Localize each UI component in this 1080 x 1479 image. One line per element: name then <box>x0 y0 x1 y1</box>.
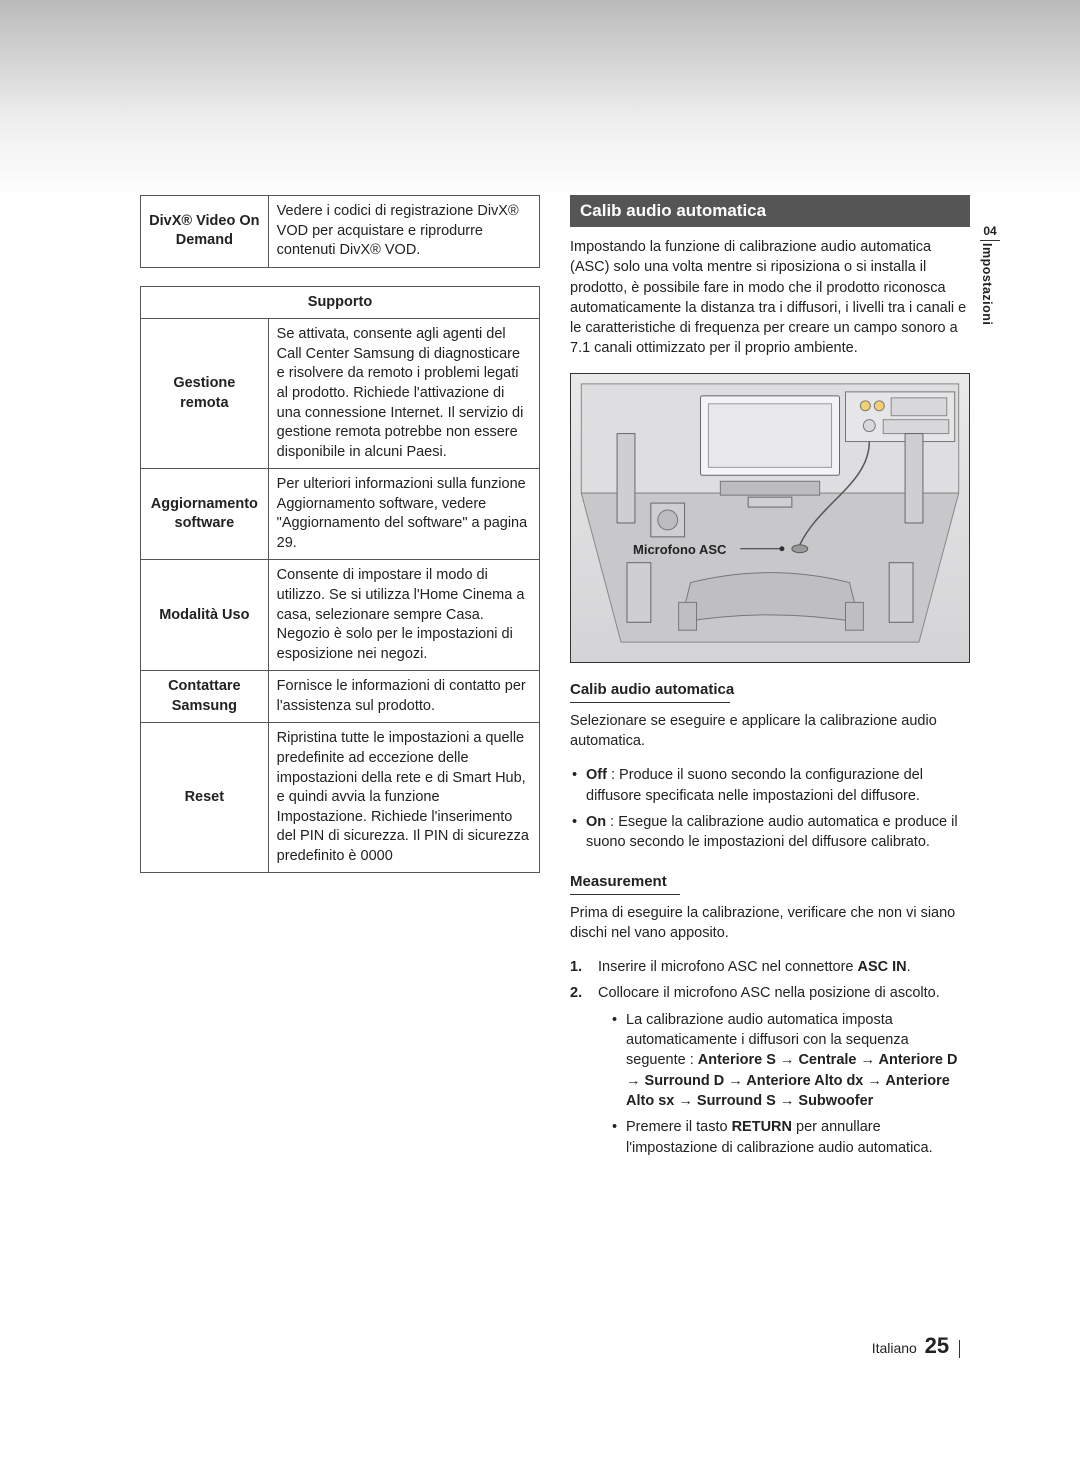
bullet-off: Off : Produce il suono secondo la config… <box>586 765 970 806</box>
supporto-header: Supporto <box>141 286 540 319</box>
sub-bullet-return: Premere il tasto RETURN per annullare l'… <box>626 1117 970 1158</box>
off-label: Off <box>586 767 607 783</box>
page-footer: Italiano 25 <box>872 1333 960 1359</box>
supporto-key-3: Contattare Samsung <box>141 671 269 723</box>
diagram-svg <box>571 374 969 662</box>
table-supporto: Supporto Gestione remota Se attivata, co… <box>140 286 540 874</box>
side-tab-label: Impostazioni <box>980 243 994 325</box>
step-1-pre: Inserire il microfono ASC nel connettore <box>598 959 858 975</box>
supporto-key-0: Gestione remota <box>141 319 269 469</box>
supporto-val-0: Se attivata, consente agli agenti del Ca… <box>268 319 539 469</box>
on-text: : Esegue la calibrazione audio automatic… <box>586 814 958 850</box>
section-title-bar: Calib audio automatica <box>570 195 970 227</box>
sb2-bold: RETURN <box>732 1119 792 1135</box>
step-2: 2. Collocare il microfono ASC nella posi… <box>570 983 970 1003</box>
table-divx: DivX® Video On Demand Vedere i codici di… <box>140 195 540 268</box>
step-2-text: Collocare il microfono ASC nella posizio… <box>598 983 940 1003</box>
side-tab: 04 Impostazioni <box>980 224 1000 325</box>
supporto-val-4: Ripristina tutte le impostazioni a quell… <box>268 723 539 873</box>
right-column: Calib audio automatica Impostando la fun… <box>570 195 970 1164</box>
bullet-on: On : Esegue la calibrazione audio automa… <box>586 812 970 853</box>
p-pre-calib: Prima di eseguire la calibrazione, verif… <box>570 903 970 944</box>
off-text: : Produce il suono secondo la configuraz… <box>586 767 923 803</box>
on-label: On <box>586 814 606 830</box>
supporto-key-2: Modalità Uso <box>141 560 269 671</box>
header-gradient <box>0 0 1080 200</box>
step-1-num: 1. <box>570 957 588 977</box>
step-1-bold: ASC IN <box>858 959 907 975</box>
h3-measurement: Measurement <box>570 873 970 890</box>
divx-key: DivX® Video On Demand <box>141 196 269 268</box>
h3-calib: Calib audio automatica <box>570 681 970 698</box>
supporto-key-1: Aggiornamento software <box>141 469 269 560</box>
step-2-num: 2. <box>570 983 588 1003</box>
footer-lang: Italiano <box>872 1340 917 1356</box>
divx-val: Vedere i codici di registrazione DivX® V… <box>268 196 539 268</box>
step-1-post: . <box>907 959 911 975</box>
step-1: 1. Inserire il microfono ASC nel connett… <box>570 957 970 977</box>
left-column: DivX® Video On Demand Vedere i codici di… <box>140 195 540 1164</box>
side-tab-num: 04 <box>980 224 1000 238</box>
h3-rule-2 <box>570 894 680 895</box>
supporto-val-1: Per ulteriori informazioni sulla funzion… <box>268 469 539 560</box>
diagram-mic-label: Microfono ASC <box>633 542 726 557</box>
sub-bullet-seq: La calibrazione audio automatica imposta… <box>626 1010 970 1111</box>
supporto-val-3: Fornisce le informazioni di contatto per… <box>268 671 539 723</box>
footer-page: 25 <box>925 1333 949 1358</box>
room-diagram: Microfono ASC <box>570 373 970 663</box>
sb2-pre: Premere il tasto <box>626 1119 732 1135</box>
supporto-val-2: Consente di impostare il modo di utilizz… <box>268 560 539 671</box>
p-select: Selezionare se eseguire e applicare la c… <box>570 711 970 752</box>
h3-rule-1 <box>570 702 730 703</box>
step-1-text: Inserire il microfono ASC nel connettore… <box>598 957 911 977</box>
intro-para: Impostando la funzione di calibrazione a… <box>570 237 970 359</box>
supporto-key-4: Reset <box>141 723 269 873</box>
